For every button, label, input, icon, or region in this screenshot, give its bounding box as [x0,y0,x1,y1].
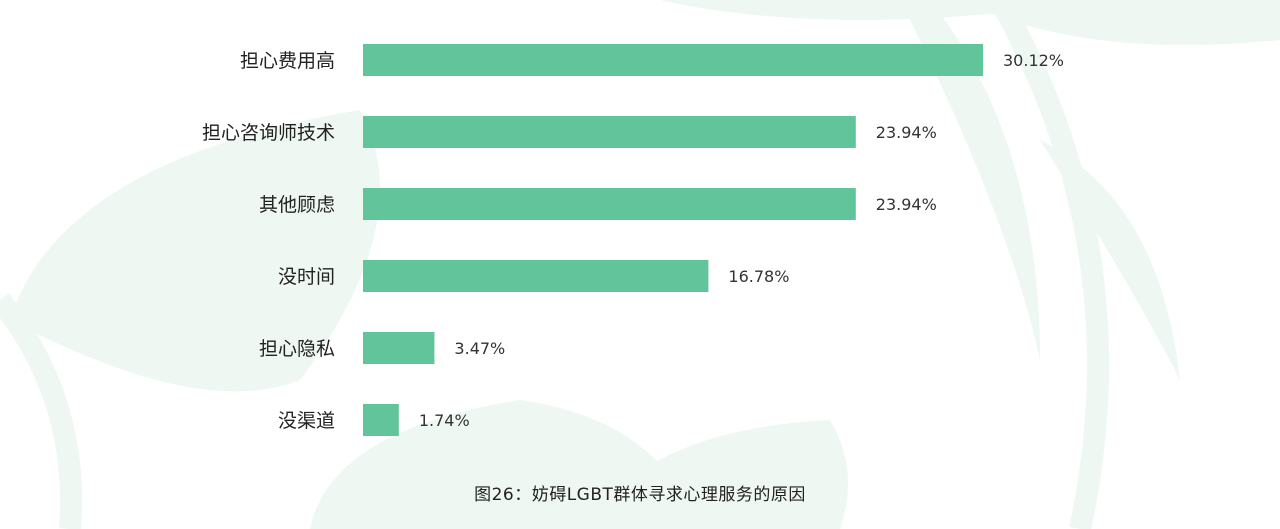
category-label-4: 担心隐私 [259,338,335,360]
value-label-0: 30.12% [1003,51,1064,70]
value-label-2: 23.94% [876,195,937,214]
category-label-3: 没时间 [278,266,335,288]
bar-5 [363,404,399,436]
value-label-4: 3.47% [454,339,505,358]
bar-2 [363,188,856,220]
category-label-1: 担心咨询师技术 [202,122,335,144]
category-label-2: 其他顾虑 [259,194,335,216]
category-label-5: 没渠道 [278,410,335,432]
bar-0 [363,44,983,76]
bar-3 [363,260,709,292]
category-label-0: 担心费用高 [240,50,335,72]
value-label-3: 16.78% [728,267,789,286]
value-label-1: 23.94% [876,123,937,142]
bar-4 [363,332,435,364]
bar-1 [363,116,856,148]
chart-caption: 图26：妨碍LGBT群体寻求心理服务的原因 [474,485,806,505]
value-label-5: 1.74% [419,411,470,430]
